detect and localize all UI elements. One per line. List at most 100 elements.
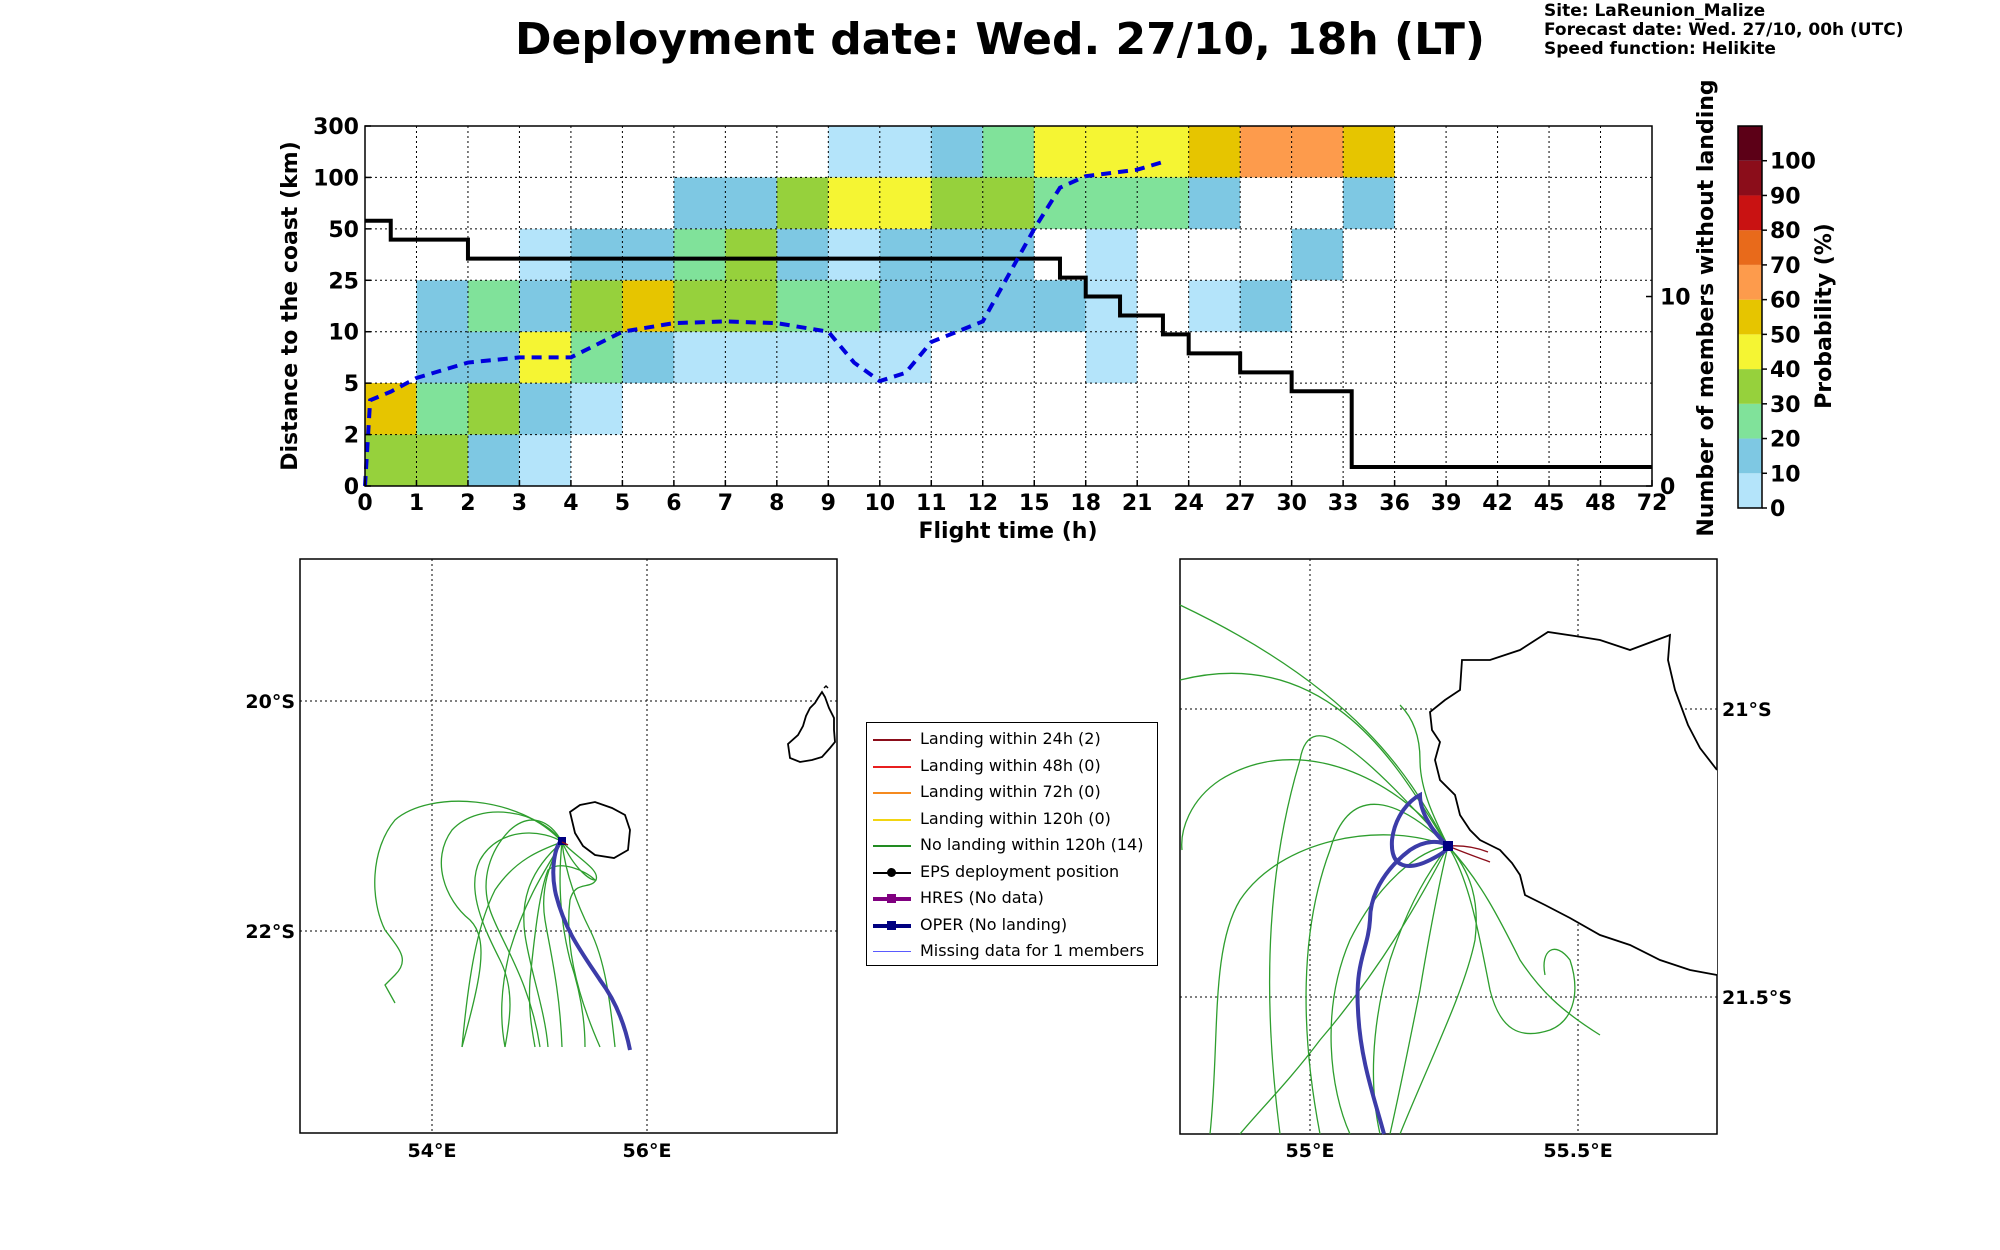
heatmap-cell bbox=[673, 228, 726, 281]
map-zoom-lon-label: 55°E bbox=[1286, 1140, 1335, 1162]
map-large-lon-label: 56°E bbox=[623, 1140, 672, 1162]
legend-label: No landing within 120h (14) bbox=[920, 835, 1144, 854]
x-tick-label: 1 bbox=[409, 491, 424, 516]
ensemble-track bbox=[461, 841, 563, 1048]
mauritius-coastline bbox=[787, 690, 836, 763]
ensemble-track bbox=[374, 800, 563, 1004]
x-tick-label: 3 bbox=[512, 491, 527, 516]
heatmap-cell bbox=[879, 177, 932, 229]
legend-item: No landing within 120h (14) bbox=[867, 833, 1157, 860]
map-zoom-lat-label: 21°S bbox=[1722, 699, 1772, 721]
islet-outline bbox=[823, 684, 829, 689]
colorbar-swatch bbox=[1738, 334, 1762, 370]
legend-item: OPER (No landing) bbox=[867, 913, 1157, 940]
heatmap-cell bbox=[1188, 177, 1241, 229]
map-zoom-lon-label: 55.5°E bbox=[1543, 1140, 1612, 1162]
colorbar-tick-label: 30 bbox=[1770, 393, 1801, 418]
legend-item: Landing within 72h (0) bbox=[867, 780, 1157, 807]
heatmap-cell bbox=[519, 228, 571, 281]
x-tick-label: 18 bbox=[1070, 491, 1101, 516]
colorbar-tick-label: 100 bbox=[1770, 150, 1816, 175]
heatmap-cell bbox=[416, 383, 468, 435]
heatmap-cell bbox=[725, 177, 777, 229]
x-tick-label: 45 bbox=[1534, 491, 1565, 516]
x-tick-label: 24 bbox=[1173, 491, 1204, 516]
x-tick-label: 11 bbox=[916, 491, 947, 516]
speed-function-label: Speed function: Helikite bbox=[1544, 39, 1776, 59]
y2-axis-label: Number of members without landing bbox=[1694, 79, 1719, 536]
x-tick-label: 21 bbox=[1122, 491, 1153, 516]
y2-tick-label: 0 bbox=[1660, 475, 1675, 500]
ensemble-track bbox=[1181, 759, 1449, 851]
colorbar-swatch bbox=[1738, 264, 1762, 300]
heatmap-cell bbox=[1034, 177, 1086, 229]
heatmap-cell bbox=[828, 228, 880, 281]
map-zoom-lat-label: 21.5°S bbox=[1722, 987, 1792, 1009]
heatmap-cell bbox=[879, 126, 932, 178]
heatmap-cell bbox=[931, 126, 983, 178]
heatmap-cell bbox=[776, 177, 829, 229]
x-tick-label: 15 bbox=[1019, 491, 1050, 516]
heatmap-cell bbox=[519, 331, 571, 384]
heatmap-cell bbox=[776, 331, 829, 384]
colorbar-tick-label: 0 bbox=[1770, 497, 1785, 522]
heatmap-cell bbox=[673, 177, 726, 229]
x-tick-label: 7 bbox=[718, 491, 733, 516]
legend-label: HRES (No data) bbox=[920, 888, 1044, 907]
legend-item: Landing within 120h (0) bbox=[867, 807, 1157, 834]
y-tick-label: 2 bbox=[344, 424, 359, 449]
ensemble-track bbox=[1399, 704, 1449, 847]
run-info: Site: LaReunion_Malize Forecast date: We… bbox=[1544, 2, 1903, 59]
heatmap-cell bbox=[570, 280, 623, 332]
x-tick-label: 4 bbox=[563, 491, 578, 516]
heatmap-cell bbox=[519, 383, 571, 435]
members-without-landing-line bbox=[365, 218, 1652, 470]
heatmap-cell bbox=[828, 177, 880, 229]
y-tick-label: 5 bbox=[344, 372, 359, 397]
colorbar: 0 10 20 30 40 50 60 70 80 90 100 bbox=[1737, 125, 1816, 522]
map-large: 20°S 22°S 54°E 56°E bbox=[245, 558, 838, 1162]
ensemble-track bbox=[1179, 604, 1449, 847]
heatmap-cell bbox=[1137, 177, 1189, 229]
legend-label: Landing within 72h (0) bbox=[920, 782, 1101, 801]
x-tick-label: 0 bbox=[357, 491, 372, 516]
ensemble-track bbox=[561, 841, 616, 1048]
legend-label: Landing within 120h (0) bbox=[920, 808, 1111, 828]
x-tick-label: 72 bbox=[1637, 491, 1668, 516]
heatmap-cell bbox=[622, 331, 674, 384]
ensemble-track bbox=[523, 841, 563, 1048]
ensemble-track bbox=[1239, 845, 1449, 1135]
landing-track-large bbox=[561, 841, 569, 846]
map-large-lon-label: 54°E bbox=[408, 1140, 457, 1162]
heatmap-cell bbox=[467, 331, 520, 384]
oper-deployment-marker bbox=[1443, 841, 1453, 851]
colorbar-tick-label: 60 bbox=[1770, 289, 1801, 314]
colorbar-swatch bbox=[1738, 126, 1762, 161]
forecast-date-label: Forecast date: Wed. 27/10, 00h (UTC) bbox=[1544, 20, 1904, 40]
y-tick-label: 0 bbox=[344, 475, 359, 500]
heatmap-cell bbox=[1188, 280, 1241, 332]
legend-label: Landing within 24h (2) bbox=[920, 729, 1101, 748]
x-tick-label: 12 bbox=[967, 491, 998, 516]
heatmap-cell bbox=[1343, 126, 1395, 178]
legend-item: Missing data for 1 members bbox=[867, 939, 1157, 966]
y-axis-label: Distance to the coast (km) bbox=[278, 141, 303, 471]
heatmap-cell bbox=[1291, 228, 1344, 281]
heatmap-gridlines bbox=[365, 126, 1652, 486]
heatmap-cell bbox=[982, 126, 1035, 178]
colorbar-swatch bbox=[1738, 438, 1762, 474]
page-title: Deployment date: Wed. 27/10, 18h (LT) bbox=[515, 14, 1485, 65]
legend-label: OPER (No landing) bbox=[920, 914, 1068, 934]
heatmap-cell bbox=[519, 280, 571, 332]
reunion-zoom-coastline bbox=[1429, 631, 1718, 976]
colorbar-swatch bbox=[1738, 299, 1762, 335]
colorbar-tick-label: 20 bbox=[1770, 428, 1801, 453]
colorbar-frame bbox=[1737, 125, 1763, 509]
heatmap-cell bbox=[467, 434, 520, 486]
legend-label: Landing within 48h (0) bbox=[920, 755, 1101, 775]
ensemble-track bbox=[1305, 803, 1449, 1135]
ensemble-track bbox=[1268, 735, 1449, 1135]
ensemble-track bbox=[1389, 845, 1449, 1135]
colorbar-swatch bbox=[1738, 195, 1762, 231]
colorbar-swatch bbox=[1738, 230, 1762, 265]
